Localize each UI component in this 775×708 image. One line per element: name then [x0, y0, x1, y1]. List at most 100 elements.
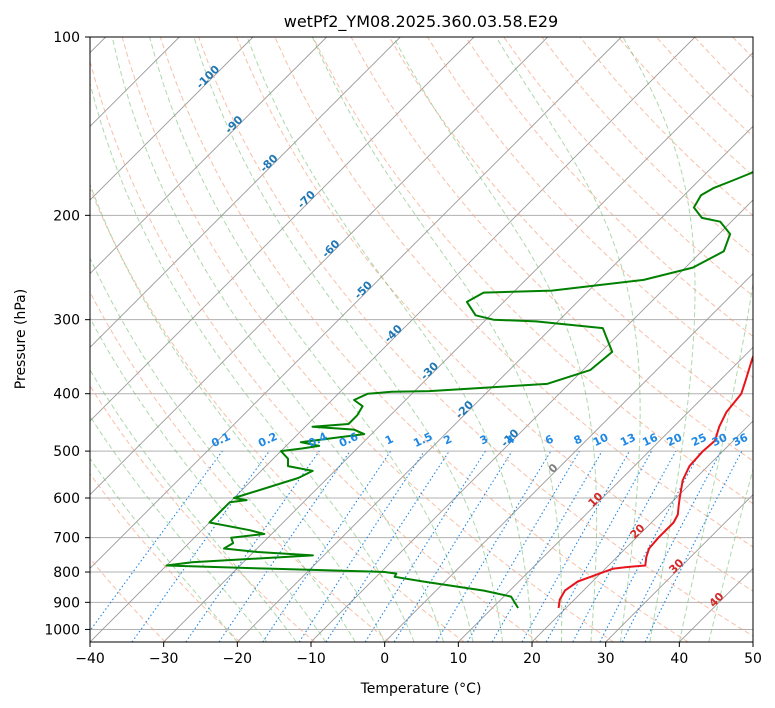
- isotherm-label: -60: [319, 237, 342, 260]
- dry-adiabat-line: [541, 37, 753, 257]
- y-tick-label: 400: [53, 387, 80, 403]
- mixing-ratio-line: [545, 450, 653, 642]
- mixing-ratio-label: 6: [543, 432, 556, 447]
- mixing-ratio-label: 30: [710, 431, 730, 449]
- mixing-ratio-label: 25: [689, 431, 708, 449]
- profile-lines: [165, 170, 753, 609]
- isotherm-line: [310, 199, 753, 642]
- moist-adiabat-line: [111, 37, 445, 642]
- isotherm-label: 40: [707, 590, 727, 610]
- moist-adiabat-line: [90, 457, 238, 642]
- x-axis-label: Temperature (°C): [360, 681, 482, 697]
- isotherm-line: [90, 37, 401, 348]
- y-tick-label: 1000: [44, 622, 80, 638]
- x-tick-label: 20: [523, 651, 541, 667]
- mixing-ratio-labels: 0.1 0.2 0.4 0.6 1 1.5 2 3 4 6 8 10 13 16 20 25 30 36: [209, 430, 750, 450]
- isotherm-line: [90, 37, 475, 422]
- isotherm-label: -90: [222, 113, 245, 136]
- isotherm-label: 30: [666, 556, 686, 576]
- dry-adiabat-line: [121, 37, 614, 642]
- moist-adiabat-line: [193, 37, 503, 642]
- moist-adiabat-line: [678, 280, 753, 642]
- y-tick-label: 100: [53, 30, 80, 46]
- moist-adiabat-line: [90, 182, 386, 642]
- dry-adiabat-line: [198, 37, 753, 637]
- plot-frame: [89, 36, 754, 643]
- isotherm-label: -50: [352, 278, 375, 301]
- chart-title: wetPf2_YM08.2025.360.03.58.E29: [284, 12, 558, 32]
- mixing-ratio-label: 20: [665, 431, 685, 449]
- dry-adiabat-line: [236, 37, 753, 592]
- dry-adiabat-line: [159, 37, 689, 642]
- mixing-ratio-line: [364, 450, 486, 642]
- isotherm-line: [90, 37, 254, 201]
- dewpoint-profile-line: [165, 170, 753, 609]
- mixing-ratio-label: 0.4: [306, 430, 329, 450]
- mixing-ratio-label: 36: [731, 431, 751, 449]
- x-axis-ticks: −40 −30 −20 −10 0 10 20 30 40 50: [75, 642, 762, 667]
- dry-adiabat-line: [274, 37, 753, 548]
- mixing-ratio-line: [621, 450, 722, 642]
- isotherm-label: 20: [628, 521, 648, 541]
- moist-adiabat-line: [708, 467, 753, 642]
- moist-adiabat-line: [90, 415, 268, 642]
- mixing-ratio-line: [298, 450, 425, 642]
- dry-adiabat-line: [465, 37, 753, 338]
- isotherm-label: 10: [586, 490, 606, 510]
- isotherm-line: [752, 641, 753, 642]
- isotherm-line: [237, 125, 753, 642]
- mixing-ratio-line: [435, 450, 552, 642]
- dry-adiabat-line: [350, 37, 753, 462]
- isotherm-label: -70: [295, 188, 318, 211]
- dry-adiabat-line: [90, 59, 540, 642]
- mixing-ratio-line: [393, 450, 513, 642]
- dry-adiabat-line: [90, 384, 316, 642]
- mixing-ratio-line: [262, 450, 392, 642]
- x-tick-label: 10: [449, 651, 467, 667]
- moist-adiabat-line: [392, 37, 598, 642]
- y-tick-label: 800: [53, 565, 80, 581]
- mixing-ratio-label: 8: [572, 432, 584, 447]
- dry-adiabat-line: [656, 37, 753, 138]
- mixing-ratio-line: [572, 450, 677, 642]
- mixing-ratio-line: [521, 450, 630, 642]
- isotherm-line: [163, 52, 753, 642]
- mixing-ratio-line: [185, 450, 320, 642]
- isotherm-line: [605, 494, 753, 642]
- x-tick-label: 0: [380, 651, 389, 667]
- mixing-ratio-line: [131, 450, 270, 642]
- mixing-ratio-line: [90, 450, 223, 632]
- mixing-ratio-label: 0.1: [209, 430, 232, 450]
- y-tick-label: 600: [53, 491, 80, 507]
- y-tick-label: 700: [53, 531, 80, 547]
- isotherm-line: [531, 420, 753, 642]
- dry-adiabat-line: [503, 37, 753, 297]
- moist-adiabat-line: [622, 37, 696, 642]
- isotherm-label: -100: [194, 63, 223, 92]
- moist-adiabat-line: [90, 256, 356, 642]
- mixing-ratio-label: 2: [442, 432, 454, 447]
- moist-adiabat-line: [495, 37, 641, 642]
- x-tick-label: 40: [670, 651, 688, 667]
- mixing-ratio-label: 1: [383, 432, 395, 447]
- y-tick-label: 500: [53, 444, 80, 460]
- mixing-ratio-label: 0.6: [337, 430, 360, 450]
- dry-adiabat-line: [90, 557, 166, 642]
- moist-adiabat-line: [90, 81, 415, 642]
- moist-adiabat-line: [149, 37, 474, 642]
- x-tick-label: −20: [223, 651, 253, 667]
- dry-adiabat-line: [771, 37, 775, 642]
- mixing-ratio-label: 1.5: [411, 430, 434, 450]
- dry-adiabat-line: [90, 291, 390, 642]
- x-tick-label: 50: [744, 651, 762, 667]
- isotherm-line: [90, 37, 548, 496]
- mixing-ratio-label: 3: [478, 432, 490, 447]
- moist-adiabat-line: [246, 37, 533, 642]
- x-tick-label: −30: [149, 651, 179, 667]
- isotherm-label: -20: [453, 398, 476, 421]
- isotherm-label: -80: [257, 152, 280, 175]
- dry-adiabat-line: [732, 37, 753, 59]
- isotherm-line: [90, 37, 622, 569]
